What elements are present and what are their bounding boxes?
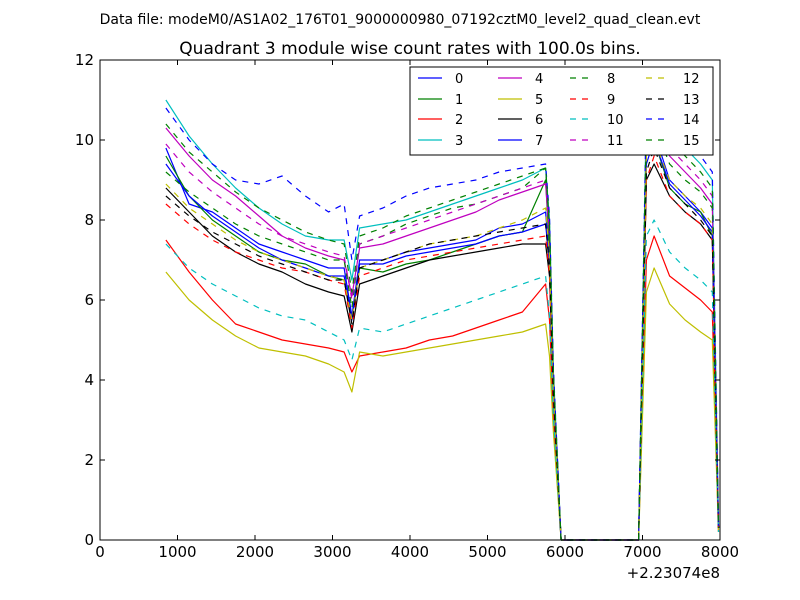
y-tick-label: 10 bbox=[75, 131, 94, 149]
y-tick-label: 2 bbox=[84, 451, 94, 469]
legend-label-5: 5 bbox=[535, 93, 543, 108]
series-line-15 bbox=[165, 99, 720, 541]
series-line-9 bbox=[165, 155, 720, 541]
legend-label-10: 10 bbox=[607, 113, 624, 128]
y-tick-label: 6 bbox=[84, 291, 94, 309]
legend-label-11: 11 bbox=[607, 134, 624, 149]
x-tick-label: 1000 bbox=[158, 543, 196, 561]
y-tick-label: 12 bbox=[75, 51, 94, 69]
plot-frame bbox=[99, 59, 721, 541]
legend-label-1: 1 bbox=[455, 93, 463, 108]
legend-label-15: 15 bbox=[683, 134, 700, 149]
legend-label-4: 4 bbox=[535, 72, 543, 87]
legend-label-6: 6 bbox=[535, 113, 543, 128]
series-line-2 bbox=[165, 235, 720, 541]
x-tick-label: 8000 bbox=[701, 543, 739, 561]
x-tick-label: 2000 bbox=[236, 543, 274, 561]
x-tick-label: 5000 bbox=[468, 543, 506, 561]
figure-suptitle: Data file: modeM0/AS1A02_176T01_90000009… bbox=[100, 12, 701, 28]
legend-label-8: 8 bbox=[607, 72, 615, 87]
legend-label-14: 14 bbox=[683, 113, 700, 128]
legend-label-0: 0 bbox=[455, 72, 463, 87]
x-tick-label: 0 bbox=[95, 543, 105, 561]
legend-label-7: 7 bbox=[535, 134, 543, 149]
legend-label-13: 13 bbox=[683, 93, 700, 108]
x-tick-label: 3000 bbox=[313, 543, 351, 561]
y-tick-label: 8 bbox=[84, 211, 94, 229]
series-line-6 bbox=[165, 163, 720, 541]
series-line-5 bbox=[165, 267, 720, 541]
x-tick-label: 6000 bbox=[546, 543, 584, 561]
chart-title: Quadrant 3 module wise count rates with … bbox=[179, 39, 640, 59]
x-tick-label: 7000 bbox=[623, 543, 661, 561]
series-line-10 bbox=[165, 219, 720, 541]
y-tick-label: 4 bbox=[84, 371, 94, 389]
legend-label-9: 9 bbox=[607, 93, 615, 108]
legend-label-3: 3 bbox=[455, 134, 463, 149]
x-axis-offset-label: +2.23074e8 bbox=[627, 564, 720, 582]
series-line-12 bbox=[165, 139, 720, 541]
legend-label-2: 2 bbox=[455, 113, 463, 128]
y-tick-label: 0 bbox=[84, 531, 94, 549]
x-tick-label: 4000 bbox=[391, 543, 429, 561]
axis-ticks: 0 1000 2000 3000 4000 5000 6000 7000 80000246810… bbox=[75, 51, 739, 561]
legend-label-12: 12 bbox=[683, 72, 700, 87]
